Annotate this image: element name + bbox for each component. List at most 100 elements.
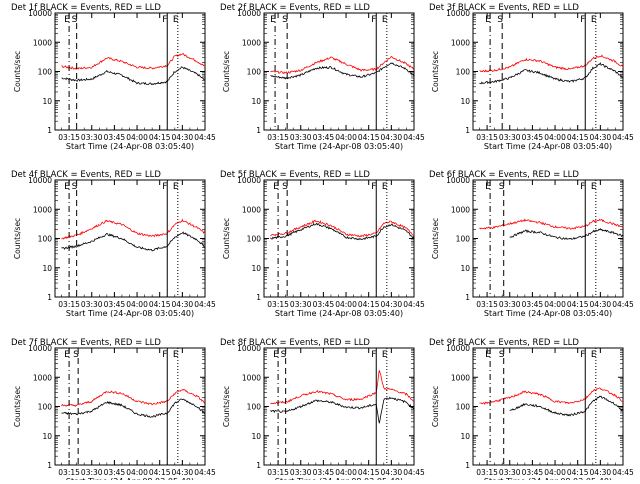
marker-label: E bbox=[173, 15, 179, 25]
y-tick-label: 1000 bbox=[242, 373, 261, 382]
x-tick-label: 04:30 bbox=[590, 468, 612, 477]
panel-title: Det 6f BLACK = Events, RED = LLD bbox=[429, 170, 579, 180]
panel-title: Det 7f BLACK = Events, RED = LLD bbox=[11, 338, 161, 348]
events-series-line bbox=[270, 396, 415, 424]
y-axis-label: Counts/sec bbox=[222, 386, 231, 427]
marker-label: E bbox=[64, 15, 70, 25]
y-tick-label: 1 bbox=[47, 126, 52, 135]
y-axis-label: Counts/sec bbox=[222, 51, 231, 92]
marker-label: E bbox=[273, 182, 279, 192]
y-tick-label: 10000 bbox=[28, 176, 52, 185]
x-tick-label: 04:15 bbox=[149, 133, 171, 142]
y-tick-label: 1000 bbox=[33, 373, 52, 382]
marker-label: S bbox=[497, 15, 503, 25]
x-axis-label: Start Time (24-Apr-08 03:05:40) bbox=[66, 142, 194, 151]
x-tick-label: 04:45 bbox=[194, 133, 216, 142]
y-axis-label: Counts/sec bbox=[13, 51, 22, 92]
x-tick-label: 03:15 bbox=[58, 468, 80, 477]
x-tick-label: 03:30 bbox=[499, 133, 521, 142]
marker-label: S bbox=[499, 350, 505, 360]
marker-label: E bbox=[273, 350, 279, 360]
detector-panel-8: Det 8f BLACK = Events, RED = LLD 1 10 100 10… bbox=[220, 338, 425, 484]
marker-label: E bbox=[485, 15, 491, 25]
x-tick-label: 03:15 bbox=[267, 133, 289, 142]
events-series-line bbox=[61, 398, 206, 418]
x-tick-label: 04:45 bbox=[403, 300, 425, 309]
y-tick-label: 10000 bbox=[446, 9, 470, 18]
y-tick-label: 10 bbox=[460, 264, 470, 273]
plot-frame bbox=[263, 347, 415, 466]
plot-frame bbox=[472, 179, 624, 298]
x-tick-label: 04:15 bbox=[567, 133, 589, 142]
x-tick-label: 03:30 bbox=[81, 300, 103, 309]
x-tick-label: 03:30 bbox=[499, 468, 521, 477]
y-tick-label: 10000 bbox=[237, 344, 261, 353]
events-series-line bbox=[270, 62, 415, 80]
marker-label: E bbox=[382, 182, 388, 192]
lld-series-line bbox=[270, 370, 414, 405]
x-tick-label: 03:45 bbox=[313, 300, 335, 309]
x-tick-label: 04:15 bbox=[567, 468, 589, 477]
plot-frame bbox=[472, 12, 624, 131]
x-tick-label: 04:30 bbox=[381, 468, 403, 477]
marker-label: S bbox=[281, 350, 287, 360]
events-series-line bbox=[509, 227, 624, 240]
events-series-line bbox=[61, 231, 206, 252]
lld-series-line bbox=[479, 387, 624, 405]
y-tick-label: 1 bbox=[256, 293, 261, 302]
plot-frame bbox=[54, 12, 206, 131]
x-tick-label: 04:30 bbox=[172, 300, 194, 309]
x-axis-label: Start Time (24-Apr-08 03:05:40) bbox=[484, 142, 612, 151]
panel-title: Det 9f BLACK = Events, RED = LLD bbox=[429, 338, 579, 348]
x-tick-label: 03:15 bbox=[58, 300, 80, 309]
x-tick-label: 04:30 bbox=[172, 468, 194, 477]
y-tick-label: 1000 bbox=[33, 205, 52, 214]
events-series-line bbox=[270, 222, 415, 241]
marker-label: E bbox=[173, 350, 179, 360]
x-tick-label: 04:15 bbox=[358, 468, 380, 477]
marker-label: F bbox=[371, 182, 376, 192]
x-tick-label: 04:00 bbox=[335, 133, 357, 142]
y-tick-label: 10000 bbox=[28, 344, 52, 353]
x-tick-label: 04:00 bbox=[544, 300, 566, 309]
marker-label: F bbox=[580, 15, 585, 25]
x-tick-label: 04:15 bbox=[567, 300, 589, 309]
x-tick-label: 03:30 bbox=[81, 468, 103, 477]
marker-label: F bbox=[162, 182, 167, 192]
marker-label: F bbox=[162, 15, 167, 25]
x-tick-label: 04:15 bbox=[149, 300, 171, 309]
y-tick-label: 10 bbox=[42, 97, 52, 106]
x-tick-label: 03:30 bbox=[81, 133, 103, 142]
x-tick-label: 03:15 bbox=[476, 468, 498, 477]
panel-title: Det 3f BLACK = Events, RED = LLD bbox=[429, 3, 579, 13]
x-tick-label: 04:15 bbox=[358, 300, 380, 309]
y-axis-label: Counts/sec bbox=[431, 218, 440, 259]
y-tick-label: 10 bbox=[460, 432, 470, 441]
y-axis-label: Counts/sec bbox=[431, 386, 440, 427]
y-tick-label: 1 bbox=[256, 461, 261, 470]
panel-title: Det 1f BLACK = Events, RED = LLD bbox=[11, 3, 161, 13]
y-tick-label: 10 bbox=[251, 432, 261, 441]
y-tick-label: 100 bbox=[38, 403, 53, 412]
lld-series-line bbox=[479, 218, 624, 230]
y-tick-label: 1000 bbox=[451, 38, 470, 47]
x-tick-label: 03:45 bbox=[104, 300, 126, 309]
y-tick-label: 1 bbox=[47, 461, 52, 470]
detector-panel-3: Det 3f BLACK = Events, RED = LLD 1 10 100 10… bbox=[429, 3, 634, 151]
y-tick-label: 10000 bbox=[237, 176, 261, 185]
marker-label: F bbox=[371, 350, 376, 360]
x-axis-label: Start Time (24-Apr-08 03:05:40) bbox=[275, 309, 403, 318]
lld-series-line bbox=[61, 218, 206, 240]
y-tick-label: 1 bbox=[47, 293, 52, 302]
marker-label: E bbox=[591, 15, 597, 25]
x-tick-label: 03:30 bbox=[290, 300, 312, 309]
x-tick-label: 03:45 bbox=[104, 468, 126, 477]
lld-series-line bbox=[270, 55, 415, 75]
x-tick-label: 03:15 bbox=[267, 468, 289, 477]
lld-series-line bbox=[479, 54, 624, 73]
y-tick-label: 100 bbox=[456, 235, 471, 244]
y-tick-label: 1000 bbox=[242, 205, 261, 214]
marker-label: E bbox=[591, 350, 597, 360]
